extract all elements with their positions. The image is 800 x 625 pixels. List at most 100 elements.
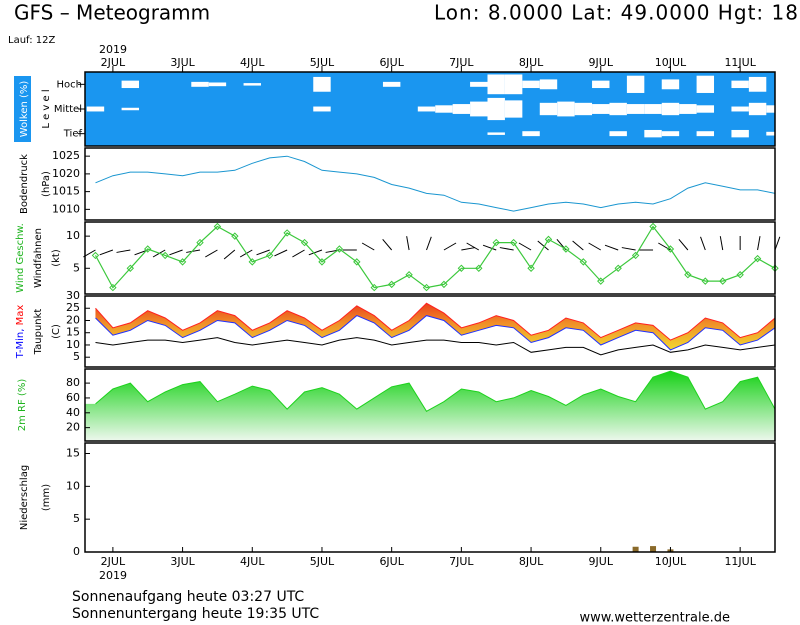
cloud-block <box>592 104 610 114</box>
wind-speed-marker <box>684 271 692 279</box>
y-axis-label-part: (C) <box>51 324 62 339</box>
x-tick-label: 9JUL <box>589 555 614 568</box>
wind-barb <box>308 249 323 256</box>
wind-speed-line <box>94 225 776 289</box>
x-tick-label: 8JUL <box>519 555 544 568</box>
y-tick-label: 1010 <box>52 202 80 215</box>
wind-speed-marker <box>353 258 361 266</box>
temperature-line <box>95 302 776 341</box>
wind-speed-marker <box>579 258 588 266</box>
wind-speed-marker <box>144 245 152 253</box>
y-tick-label: 30 <box>66 289 80 302</box>
humidity-line <box>95 370 776 412</box>
wind-barb <box>186 249 201 253</box>
panel-frame <box>84 368 776 442</box>
cloud-block <box>487 97 505 121</box>
y-tick-label: 1020 <box>52 167 80 180</box>
wind-speed-marker <box>544 235 553 244</box>
wind-speed-marker <box>597 277 605 285</box>
cloud-block <box>731 129 749 138</box>
wind-speed-marker <box>300 238 309 247</box>
y-axis-label-part: 2m RF (%) <box>17 379 28 432</box>
wind-barb <box>466 242 480 251</box>
x-tick-label: 9JUL <box>589 56 614 69</box>
cloud-block <box>191 81 209 87</box>
y-axis-label: Niederschlag <box>19 465 30 530</box>
wind-speed-marker <box>109 283 117 292</box>
wind-speed-marker <box>335 245 344 253</box>
panel-frame <box>84 442 776 553</box>
wind-barb <box>482 244 497 251</box>
y-axis-label-part: Wolken (%) <box>19 81 30 138</box>
x-tick-label: 7JUL <box>449 56 474 69</box>
x-tick-label: 10JUL <box>655 555 687 568</box>
cloud-block <box>626 104 645 114</box>
cloud-block <box>487 74 505 95</box>
cloud-block <box>382 81 401 87</box>
x-tick-label: 3JUL <box>170 56 195 69</box>
cloud-block <box>470 81 488 87</box>
cloud-block <box>435 105 453 113</box>
y-axis-label-part: (hPa) <box>41 171 52 197</box>
wind-speed-marker <box>422 283 431 292</box>
wind-speed-marker <box>440 280 448 289</box>
temperature-line <box>95 337 776 356</box>
x-tick-label: 3JUL <box>170 555 195 568</box>
y-tick-label: 80 <box>66 376 80 389</box>
wind-speed-marker <box>283 229 291 237</box>
panel-frame <box>84 295 776 368</box>
cloud-block <box>557 101 575 117</box>
wind-barb <box>382 238 393 251</box>
temperature-band <box>95 303 776 350</box>
y-axis-label-part: Max <box>15 305 26 326</box>
wind-speed-marker <box>318 258 326 266</box>
wind-speed-marker <box>370 283 378 292</box>
wind-barb <box>537 240 549 251</box>
year-top: 2019 <box>99 43 127 56</box>
panel-frame <box>84 221 776 295</box>
y-axis-label: L e v e l <box>41 89 52 128</box>
wind-speed-marker <box>213 222 222 231</box>
cloud-block <box>696 75 715 93</box>
cloud-block <box>661 131 680 137</box>
y-tick-label: 20 <box>66 421 80 434</box>
wind-barb <box>205 249 218 258</box>
y-tick-label: 5 <box>73 350 80 363</box>
wind-barb <box>223 249 236 260</box>
x-tick-label: 4JUL <box>240 56 265 69</box>
cloud-block <box>661 102 680 116</box>
temperature-line <box>95 315 776 351</box>
y-tick-label: 15 <box>66 447 80 460</box>
y-axis-label: (mm) <box>41 484 52 511</box>
x-tick-label: 7JUL <box>449 555 474 568</box>
cloud-block <box>121 80 140 89</box>
wind-barb <box>99 249 114 256</box>
wind-speed-marker <box>231 232 239 240</box>
y-axis-label-part: L e v e l <box>41 89 52 128</box>
wind-barb <box>588 242 602 251</box>
cloud-block <box>539 79 558 90</box>
location: Lon: 8.0000 Lat: 49.0000 Hgt: 18 <box>434 1 798 25</box>
precip-bar <box>650 546 657 552</box>
wind-speed-marker <box>161 251 169 260</box>
cloud-block <box>313 76 331 92</box>
x-tick-label: 10JUL <box>655 56 687 69</box>
level-label: Tief <box>63 129 83 140</box>
y-axis-label: T-Min, Max <box>15 305 26 360</box>
cloud-block <box>644 104 662 114</box>
wind-speed-marker <box>387 280 396 289</box>
cloud-block <box>243 83 261 86</box>
wind-barb <box>700 236 706 251</box>
x-tick-label: 11JUL <box>724 555 756 568</box>
cloud-block <box>522 80 540 89</box>
cloud-block <box>504 74 523 95</box>
wind-speed-marker <box>91 251 100 260</box>
y-tick-label: 20 <box>66 313 80 326</box>
level-label: Mittel <box>54 104 82 115</box>
wind-barb <box>406 236 410 251</box>
y-tick-label: 40 <box>66 406 80 419</box>
wind-speed-marker <box>666 245 675 253</box>
x-tick-label: 6JUL <box>379 555 404 568</box>
cloud-block <box>731 106 749 112</box>
y-axis-label-part: (mm) <box>41 484 52 511</box>
